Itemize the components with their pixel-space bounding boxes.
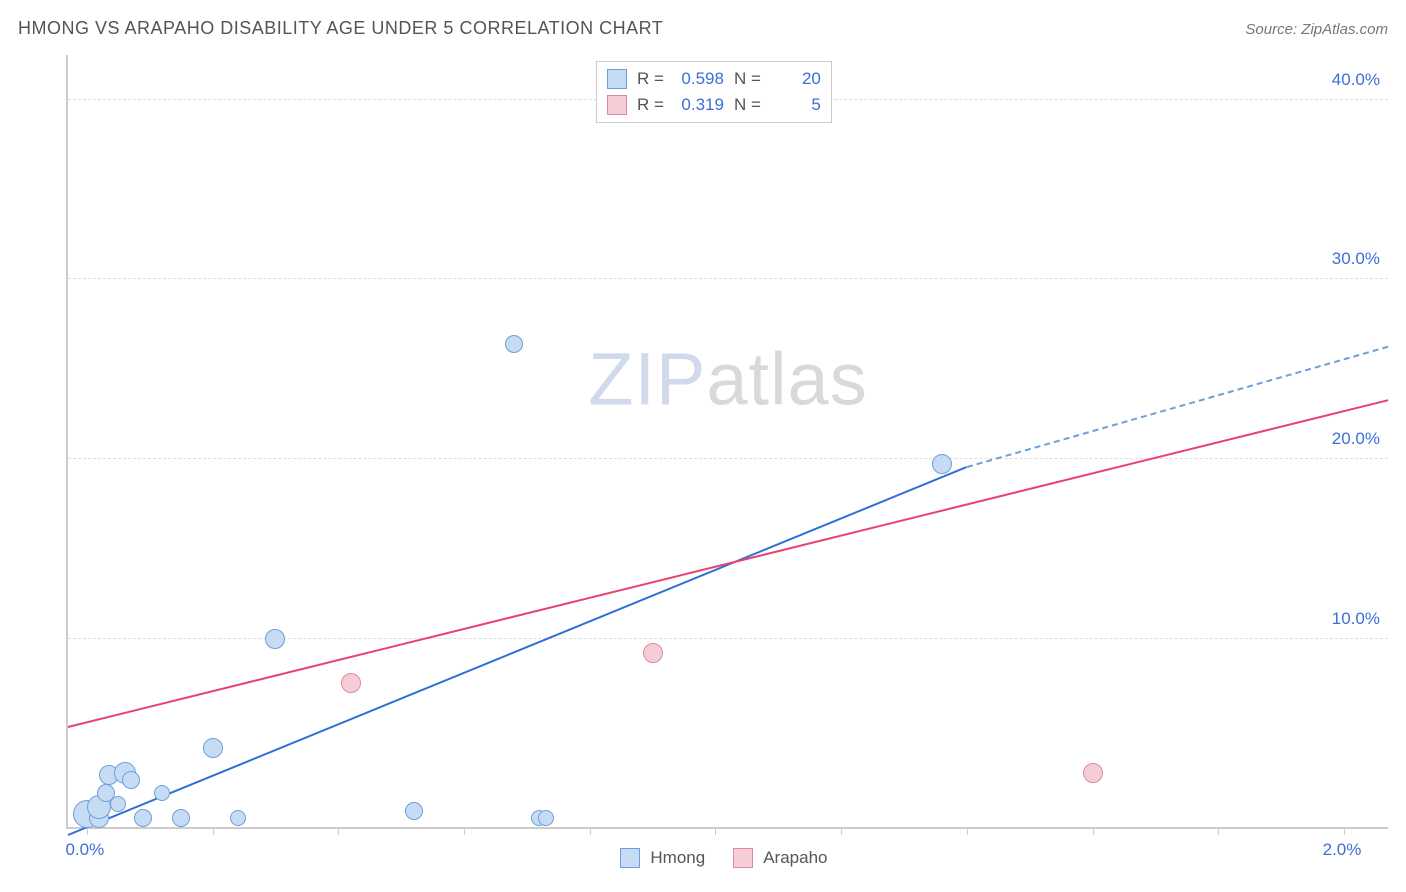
x-tick <box>1344 827 1345 835</box>
x-tick-label: 2.0% <box>1323 840 1362 860</box>
gridline <box>68 458 1388 459</box>
stats-legend-box: R = 0.598 N = 20 R = 0.319 N = 5 <box>596 61 832 123</box>
x-tick <box>967 827 968 835</box>
y-tick-label: 10.0% <box>1332 609 1380 629</box>
y-tick-label: 40.0% <box>1332 70 1380 90</box>
y-tick-label: 20.0% <box>1332 429 1380 449</box>
x-tick <box>715 827 716 835</box>
stats-row-arapaho: R = 0.319 N = 5 <box>607 92 821 118</box>
data-point <box>265 629 285 649</box>
plot-region: 10.0% 20.0% 30.0% 40.0% ZIPatlas R = 0.598 … <box>66 55 1388 829</box>
data-point <box>1083 763 1103 783</box>
swatch-hmong-icon <box>620 848 640 868</box>
x-tick <box>841 827 842 835</box>
watermark: ZIPatlas <box>588 337 867 422</box>
legend-item-arapaho: Arapaho <box>733 848 827 868</box>
data-point <box>134 809 152 827</box>
regression-line <box>967 346 1389 468</box>
x-tick <box>338 827 339 835</box>
series-legend: Hmong Arapaho <box>620 848 827 868</box>
regression-line <box>68 466 968 836</box>
data-point <box>122 771 140 789</box>
swatch-arapaho-icon <box>607 95 627 115</box>
data-point <box>154 785 170 801</box>
y-tick-label: 30.0% <box>1332 249 1380 269</box>
data-point <box>341 673 361 693</box>
source-credit: Source: ZipAtlas.com <box>1245 21 1388 38</box>
data-point <box>230 810 246 826</box>
data-point <box>203 738 223 758</box>
swatch-hmong-icon <box>607 69 627 89</box>
data-point <box>110 796 126 812</box>
chart-title: HMONG VS ARAPAHO DISABILITY AGE UNDER 5 … <box>18 18 663 39</box>
swatch-arapaho-icon <box>733 848 753 868</box>
x-tick <box>1218 827 1219 835</box>
data-point <box>172 809 190 827</box>
chart-area: Disability Age Under 5 10.0%20.0%30.0%40… <box>18 55 1388 874</box>
data-point <box>505 335 523 353</box>
x-tick <box>1093 827 1094 835</box>
data-point <box>538 810 554 826</box>
x-tick <box>590 827 591 835</box>
x-tick <box>464 827 465 835</box>
data-point <box>643 643 663 663</box>
x-tick-label: 0.0% <box>65 840 104 860</box>
regression-line <box>68 400 1388 729</box>
stats-row-hmong: R = 0.598 N = 20 <box>607 66 821 92</box>
data-point <box>932 454 952 474</box>
legend-item-hmong: Hmong <box>620 848 705 868</box>
x-tick <box>213 827 214 835</box>
gridline <box>68 278 1388 279</box>
data-point <box>405 802 423 820</box>
chart-header: HMONG VS ARAPAHO DISABILITY AGE UNDER 5 … <box>18 18 1388 39</box>
